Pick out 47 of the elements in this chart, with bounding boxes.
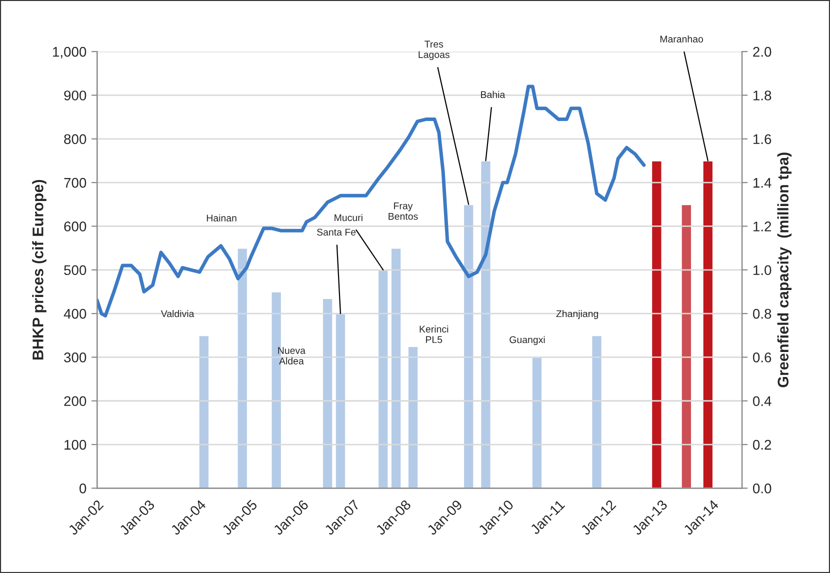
annotation: Zhanjiang bbox=[556, 310, 598, 320]
bar bbox=[680, 204, 692, 488]
bar bbox=[236, 247, 248, 488]
y2-tick-label: 2.0 bbox=[753, 46, 772, 57]
y-tick-label: 500 bbox=[64, 265, 86, 276]
y2-axis-title: Greenfield capacity (million tpa) bbox=[777, 152, 792, 388]
line-series bbox=[97, 84, 646, 318]
y-tick-label: 300 bbox=[64, 352, 86, 362]
annotation: Fray Bentos bbox=[388, 202, 418, 220]
bar bbox=[407, 346, 419, 488]
y2-tick-label: 1.8 bbox=[753, 90, 772, 100]
y2-tick-label: 1.6 bbox=[753, 134, 772, 144]
y2-tick-label: 1.2 bbox=[753, 222, 772, 232]
annotation: Kerinci PL5 bbox=[420, 325, 448, 344]
bar bbox=[650, 160, 663, 488]
annotation: Nueva Aldea bbox=[278, 347, 306, 364]
y-tick-label: 700 bbox=[64, 178, 86, 188]
annotation: Santa Fe bbox=[317, 228, 356, 236]
y2-tick-label: 1.4 bbox=[753, 178, 772, 188]
y2-tick-label: 0.4 bbox=[752, 396, 772, 406]
y2-tick-label: 0.0 bbox=[752, 484, 772, 494]
y-tick-label: 800 bbox=[64, 134, 86, 144]
bar bbox=[480, 160, 492, 488]
y-tick-label: 1,000 bbox=[53, 46, 86, 58]
y-tick-label: 100 bbox=[64, 440, 86, 450]
y-tick-label: 900 bbox=[64, 90, 86, 100]
annotation: Tres Lagoas bbox=[418, 40, 450, 60]
y2-tick-label: 0.2 bbox=[752, 440, 772, 450]
y-tick-label: 600 bbox=[64, 222, 86, 232]
y-axis-title: BHKP prices (cif Europe) bbox=[32, 180, 46, 360]
bar bbox=[702, 160, 714, 488]
y2-tick-label: 0.8 bbox=[752, 308, 772, 319]
y-tick-label: 0 bbox=[80, 484, 86, 494]
bar bbox=[531, 356, 543, 488]
bar bbox=[198, 334, 210, 488]
y2-tick-label: 1.0 bbox=[753, 265, 772, 276]
annotation: Hainan bbox=[206, 214, 236, 222]
y-tick-label: 200 bbox=[64, 396, 86, 406]
bar bbox=[590, 334, 603, 488]
bar bbox=[462, 204, 475, 488]
annotation: Guangxi bbox=[510, 336, 545, 346]
annotation: Maranhao bbox=[660, 35, 704, 43]
annotation: Valdivia bbox=[160, 310, 194, 318]
annotation: Mucuri bbox=[334, 214, 362, 222]
y-tick-label: 400 bbox=[64, 308, 86, 319]
annotation: Bahia bbox=[481, 90, 506, 98]
y2-tick-label: 0.6 bbox=[752, 352, 772, 362]
